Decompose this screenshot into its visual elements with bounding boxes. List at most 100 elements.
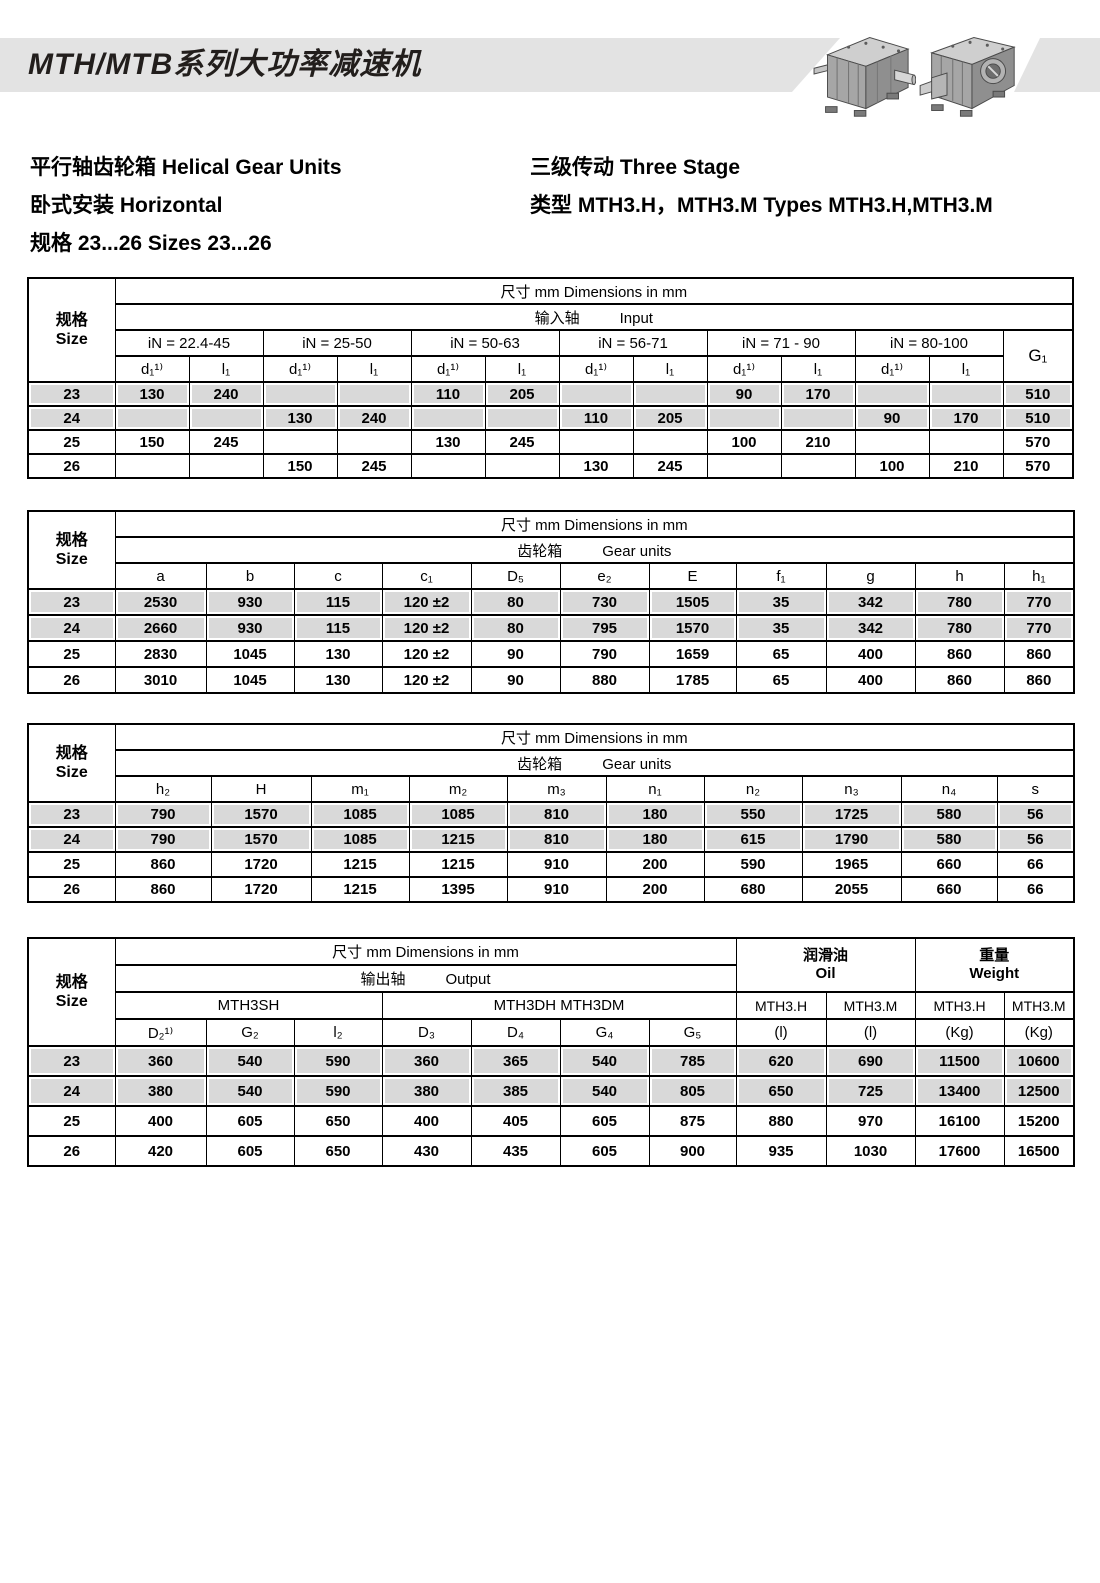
table-cell: 605 xyxy=(559,1135,650,1167)
table-cell: 1085 xyxy=(310,826,410,853)
table-cell: 342 xyxy=(825,588,916,616)
header-band-left xyxy=(0,38,840,92)
table-cell: 770 xyxy=(1003,588,1075,616)
table-cell xyxy=(336,429,412,455)
column-header: l₁ xyxy=(928,355,1004,383)
table-cell: 650 xyxy=(293,1105,383,1137)
column-header: d₁¹⁾ xyxy=(706,355,782,383)
table-cell: 1720 xyxy=(210,876,312,903)
table-cell xyxy=(854,381,930,407)
table-row: 25 860 1720 1215 1215 910 200 590 1965 6… xyxy=(27,851,1075,878)
table-cell: 805 xyxy=(648,1075,737,1107)
table-cell: 2660 xyxy=(114,614,207,642)
gear-units-caption: 齿轮箱 Gear units xyxy=(114,749,1075,777)
table-row: 26 860 1720 1215 1395 910 200 680 2055 6… xyxy=(27,876,1075,903)
table-cell: 540 xyxy=(205,1045,295,1077)
intro-line: 类型 MTH3.H，MTH3.M Types MTH3.H,MTH3.M xyxy=(530,194,993,217)
weight-label-cn: 重量 xyxy=(979,947,1010,964)
table-cell: 240 xyxy=(336,405,412,431)
table-cell: 385 xyxy=(470,1075,561,1107)
table-cell: 1505 xyxy=(648,588,737,616)
gear-unit-dimensions-table-1: 规格 Size 尺寸 mm Dimensions in mm 齿轮箱 Gear u… xyxy=(27,510,1076,694)
weight-header: 重量 Weight xyxy=(914,937,1075,993)
table-cell xyxy=(928,381,1004,407)
size-label-cn: 规格 xyxy=(55,974,88,991)
table-cell: 2530 xyxy=(114,588,207,616)
table-cell: 570 xyxy=(1002,429,1074,455)
table-row: 24 790 1570 1085 1215 810 180 615 1790 5… xyxy=(27,826,1075,853)
table-cell: 1045 xyxy=(205,640,295,668)
table-cell: 90 xyxy=(470,640,561,668)
size-label-cn: 规格 xyxy=(55,745,88,762)
table-cell: 380 xyxy=(114,1075,207,1107)
size-cell: 23 xyxy=(27,381,116,407)
table-cell: 580 xyxy=(900,801,998,828)
table-row: 26 3010 1045 130 120 ±2 90 880 1785 65 4… xyxy=(27,666,1075,694)
ratio-group: iN = 25-50 xyxy=(262,329,412,357)
table-cell: 435 xyxy=(470,1135,561,1167)
table-cell: 400 xyxy=(114,1105,207,1137)
type-header: MTH3.M xyxy=(1003,991,1075,1020)
table-row: 齿轮箱 Gear units xyxy=(28,749,1075,777)
output-shaft-oil-weight-table: 规格 Size 尺寸 mm Dimensions in mm 润滑油 Oil 重… xyxy=(27,937,1076,1167)
column-header: G₅ xyxy=(648,1018,737,1047)
dimensions-caption: 尺寸 mm Dimensions in mm xyxy=(114,723,1075,751)
table-cell: 365 xyxy=(470,1045,561,1077)
column-header: (Kg) xyxy=(1003,1018,1075,1047)
table-cell: 615 xyxy=(703,826,803,853)
column-header: D₂¹⁾ xyxy=(114,1018,207,1047)
table-cell: 1085 xyxy=(408,801,508,828)
table-cell: 90 xyxy=(706,381,782,407)
column-header: (l) xyxy=(735,1018,827,1047)
table-cell xyxy=(706,453,782,479)
table-cell: 2830 xyxy=(114,640,207,668)
size-cell: 24 xyxy=(27,826,116,853)
table-row: 规格 Size 尺寸 mm Dimensions in mm 润滑油 Oil 重… xyxy=(27,937,1075,1047)
table-cell: 205 xyxy=(632,405,708,431)
size-label-en: Size xyxy=(55,331,88,348)
size-header: 规格 Size xyxy=(27,510,116,590)
table-cell: 900 xyxy=(648,1135,737,1167)
table-cell: 860 xyxy=(914,666,1005,694)
column-header: f₁ xyxy=(735,562,827,590)
table-cell xyxy=(262,381,338,407)
table-cell: 650 xyxy=(293,1135,383,1167)
table-row: 23 2530 930 115 120 ±2 80 730 1505 35 34… xyxy=(27,588,1075,616)
table-cell: 590 xyxy=(293,1045,383,1077)
table-cell: 1570 xyxy=(210,801,312,828)
table-cell: 245 xyxy=(484,429,560,455)
ratio-group: iN = 71 - 90 xyxy=(706,329,856,357)
table-cell: 930 xyxy=(205,588,295,616)
gearbox-photo-right xyxy=(919,37,1016,117)
header-band-right xyxy=(1014,38,1100,92)
table-cell xyxy=(484,453,560,479)
output-label-en: Output xyxy=(445,971,491,988)
intro-right: 三级传动 Three Stage 类型 MTH3.H，MTH3.M Types … xyxy=(530,149,993,225)
table-cell: 790 xyxy=(114,826,212,853)
table-cell: 1570 xyxy=(648,614,737,642)
table-cell: 660 xyxy=(900,876,998,903)
table-cell: 130 xyxy=(262,405,338,431)
size-cell: 26 xyxy=(27,876,116,903)
table-cell: 1045 xyxy=(205,666,295,694)
table-cell xyxy=(114,453,190,479)
table-cell: 910 xyxy=(506,876,607,903)
table-cell: 210 xyxy=(928,453,1004,479)
table-cell: 790 xyxy=(559,640,650,668)
table-cell xyxy=(854,429,930,455)
table-cell xyxy=(558,381,634,407)
dimensions-caption: 尺寸 mm Dimensions in mm xyxy=(114,510,1075,538)
table-cell xyxy=(188,453,264,479)
table-cell: 115 xyxy=(293,614,383,642)
table-cell: 510 xyxy=(1002,405,1074,431)
table-cell: 785 xyxy=(648,1045,737,1077)
size-cell: 25 xyxy=(27,429,116,455)
size-cell: 24 xyxy=(27,614,116,642)
column-header: c xyxy=(293,562,383,590)
table-cell: 680 xyxy=(703,876,803,903)
size-header: 规格 Size xyxy=(27,723,116,803)
table-row: MTH3SH MTH3DH MTH3DM MTH3.H MTH3.M MTH3.… xyxy=(28,991,1075,1020)
table-cell: 170 xyxy=(780,381,856,407)
table-cell: 56 xyxy=(996,826,1075,853)
table-cell: 12500 xyxy=(1003,1075,1075,1107)
